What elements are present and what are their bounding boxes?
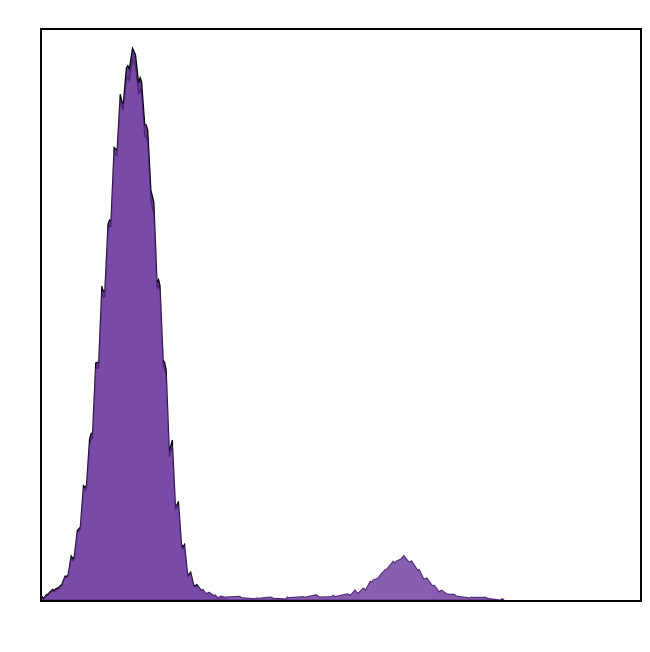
x-tick-mark <box>486 600 488 602</box>
y-tick-label: 30 <box>40 233 42 254</box>
x-minor-tick <box>463 600 464 602</box>
histogram-svg <box>42 30 640 600</box>
histogram-series-sample <box>42 60 504 600</box>
x-minor-tick <box>594 600 595 602</box>
flow-cytometry-histogram: 0 10 20 30 40 100 101 102 103 <box>0 0 650 652</box>
x-minor-tick <box>606 600 607 602</box>
x-minor-tick <box>533 600 534 602</box>
x-minor-tick <box>379 600 380 602</box>
x-minor-tick <box>165 600 166 602</box>
y-tick-label: 10 <box>40 471 42 492</box>
x-tick-label: 100 <box>166 600 193 602</box>
x-tick-label: 101 <box>320 600 347 602</box>
x-tick-mark <box>332 600 334 602</box>
x-minor-tick <box>310 600 311 602</box>
x-minor-tick <box>326 600 327 602</box>
x-minor-tick <box>318 600 319 602</box>
x-minor-tick <box>156 600 157 602</box>
plot-area: 0 10 20 30 40 100 101 102 103 <box>40 28 642 602</box>
x-minor-tick <box>226 600 227 602</box>
x-minor-tick <box>253 600 254 602</box>
x-minor-tick <box>73 600 74 602</box>
x-minor-tick <box>173 600 174 602</box>
x-minor-tick <box>480 600 481 602</box>
x-tick-label: 103 <box>626 600 642 602</box>
y-tick-label: 0 <box>40 590 42 603</box>
x-minor-tick <box>633 600 634 602</box>
x-minor-tick <box>441 600 442 602</box>
y-tick-label: 20 <box>40 352 42 373</box>
x-minor-tick <box>406 600 407 602</box>
x-minor-tick <box>134 600 135 602</box>
x-minor-tick <box>146 600 147 602</box>
x-minor-tick <box>616 600 617 602</box>
x-minor-tick <box>287 600 288 602</box>
x-minor-tick <box>625 600 626 602</box>
x-minor-tick <box>100 600 101 602</box>
x-tick-mark <box>179 600 181 602</box>
x-minor-tick <box>560 600 561 602</box>
x-minor-tick <box>299 600 300 602</box>
x-minor-tick <box>579 600 580 602</box>
y-tick-label: 40 <box>40 115 42 136</box>
x-minor-tick <box>472 600 473 602</box>
x-minor-tick <box>272 600 273 602</box>
x-minor-tick <box>119 600 120 602</box>
x-minor-tick <box>426 600 427 602</box>
x-tick-mark <box>639 600 641 602</box>
x-minor-tick <box>453 600 454 602</box>
x-tick-label: 102 <box>473 600 500 602</box>
